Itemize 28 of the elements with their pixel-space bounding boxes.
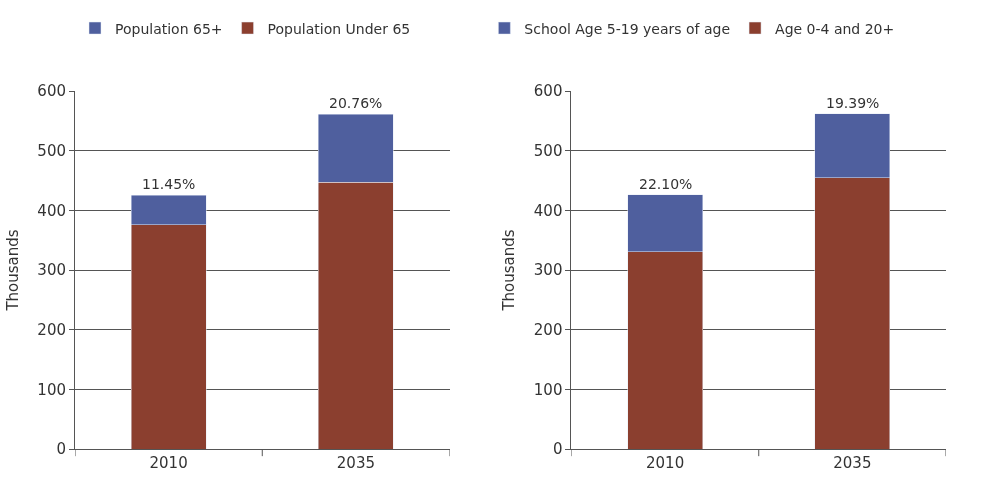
y-tick-label: 100 xyxy=(533,380,563,399)
annotation: 20.76% xyxy=(329,95,383,111)
y-tick-label: 300 xyxy=(37,261,66,280)
y-axis-title: Thousands xyxy=(3,229,22,312)
legend-label: Population 65+ xyxy=(115,20,223,37)
annotation: 19.39% xyxy=(826,95,880,111)
annotation: 11.45% xyxy=(142,176,196,192)
y-tick-label: 600 xyxy=(533,82,563,101)
y-tick-label: 400 xyxy=(37,201,66,220)
y-tick-label: 500 xyxy=(37,141,66,160)
x-tick-label: 2010 xyxy=(646,454,685,472)
y-tick-label: 600 xyxy=(37,82,66,101)
x-tick-label: 2035 xyxy=(833,454,872,472)
y-tick-label: 200 xyxy=(533,320,563,339)
x-tick-label: 2035 xyxy=(336,454,375,472)
legend-label: School Age 5-19 years of age xyxy=(524,20,731,37)
y-tick-label: 500 xyxy=(533,141,563,160)
y-tick-label: 200 xyxy=(37,320,66,339)
legend-label: Population Under 65 xyxy=(267,20,411,37)
y-axis-title: Thousands xyxy=(500,229,519,312)
y-tick-label: 100 xyxy=(37,380,66,399)
y-tick-label: 0 xyxy=(56,440,66,459)
y-tick-label: 400 xyxy=(533,201,563,220)
legend-label: Age 0-4 and 20+ xyxy=(775,20,895,37)
annotation: 22.10% xyxy=(639,176,693,192)
y-tick-label: 0 xyxy=(552,440,563,459)
x-tick-label: 2010 xyxy=(149,454,188,472)
y-tick-label: 300 xyxy=(533,261,563,280)
